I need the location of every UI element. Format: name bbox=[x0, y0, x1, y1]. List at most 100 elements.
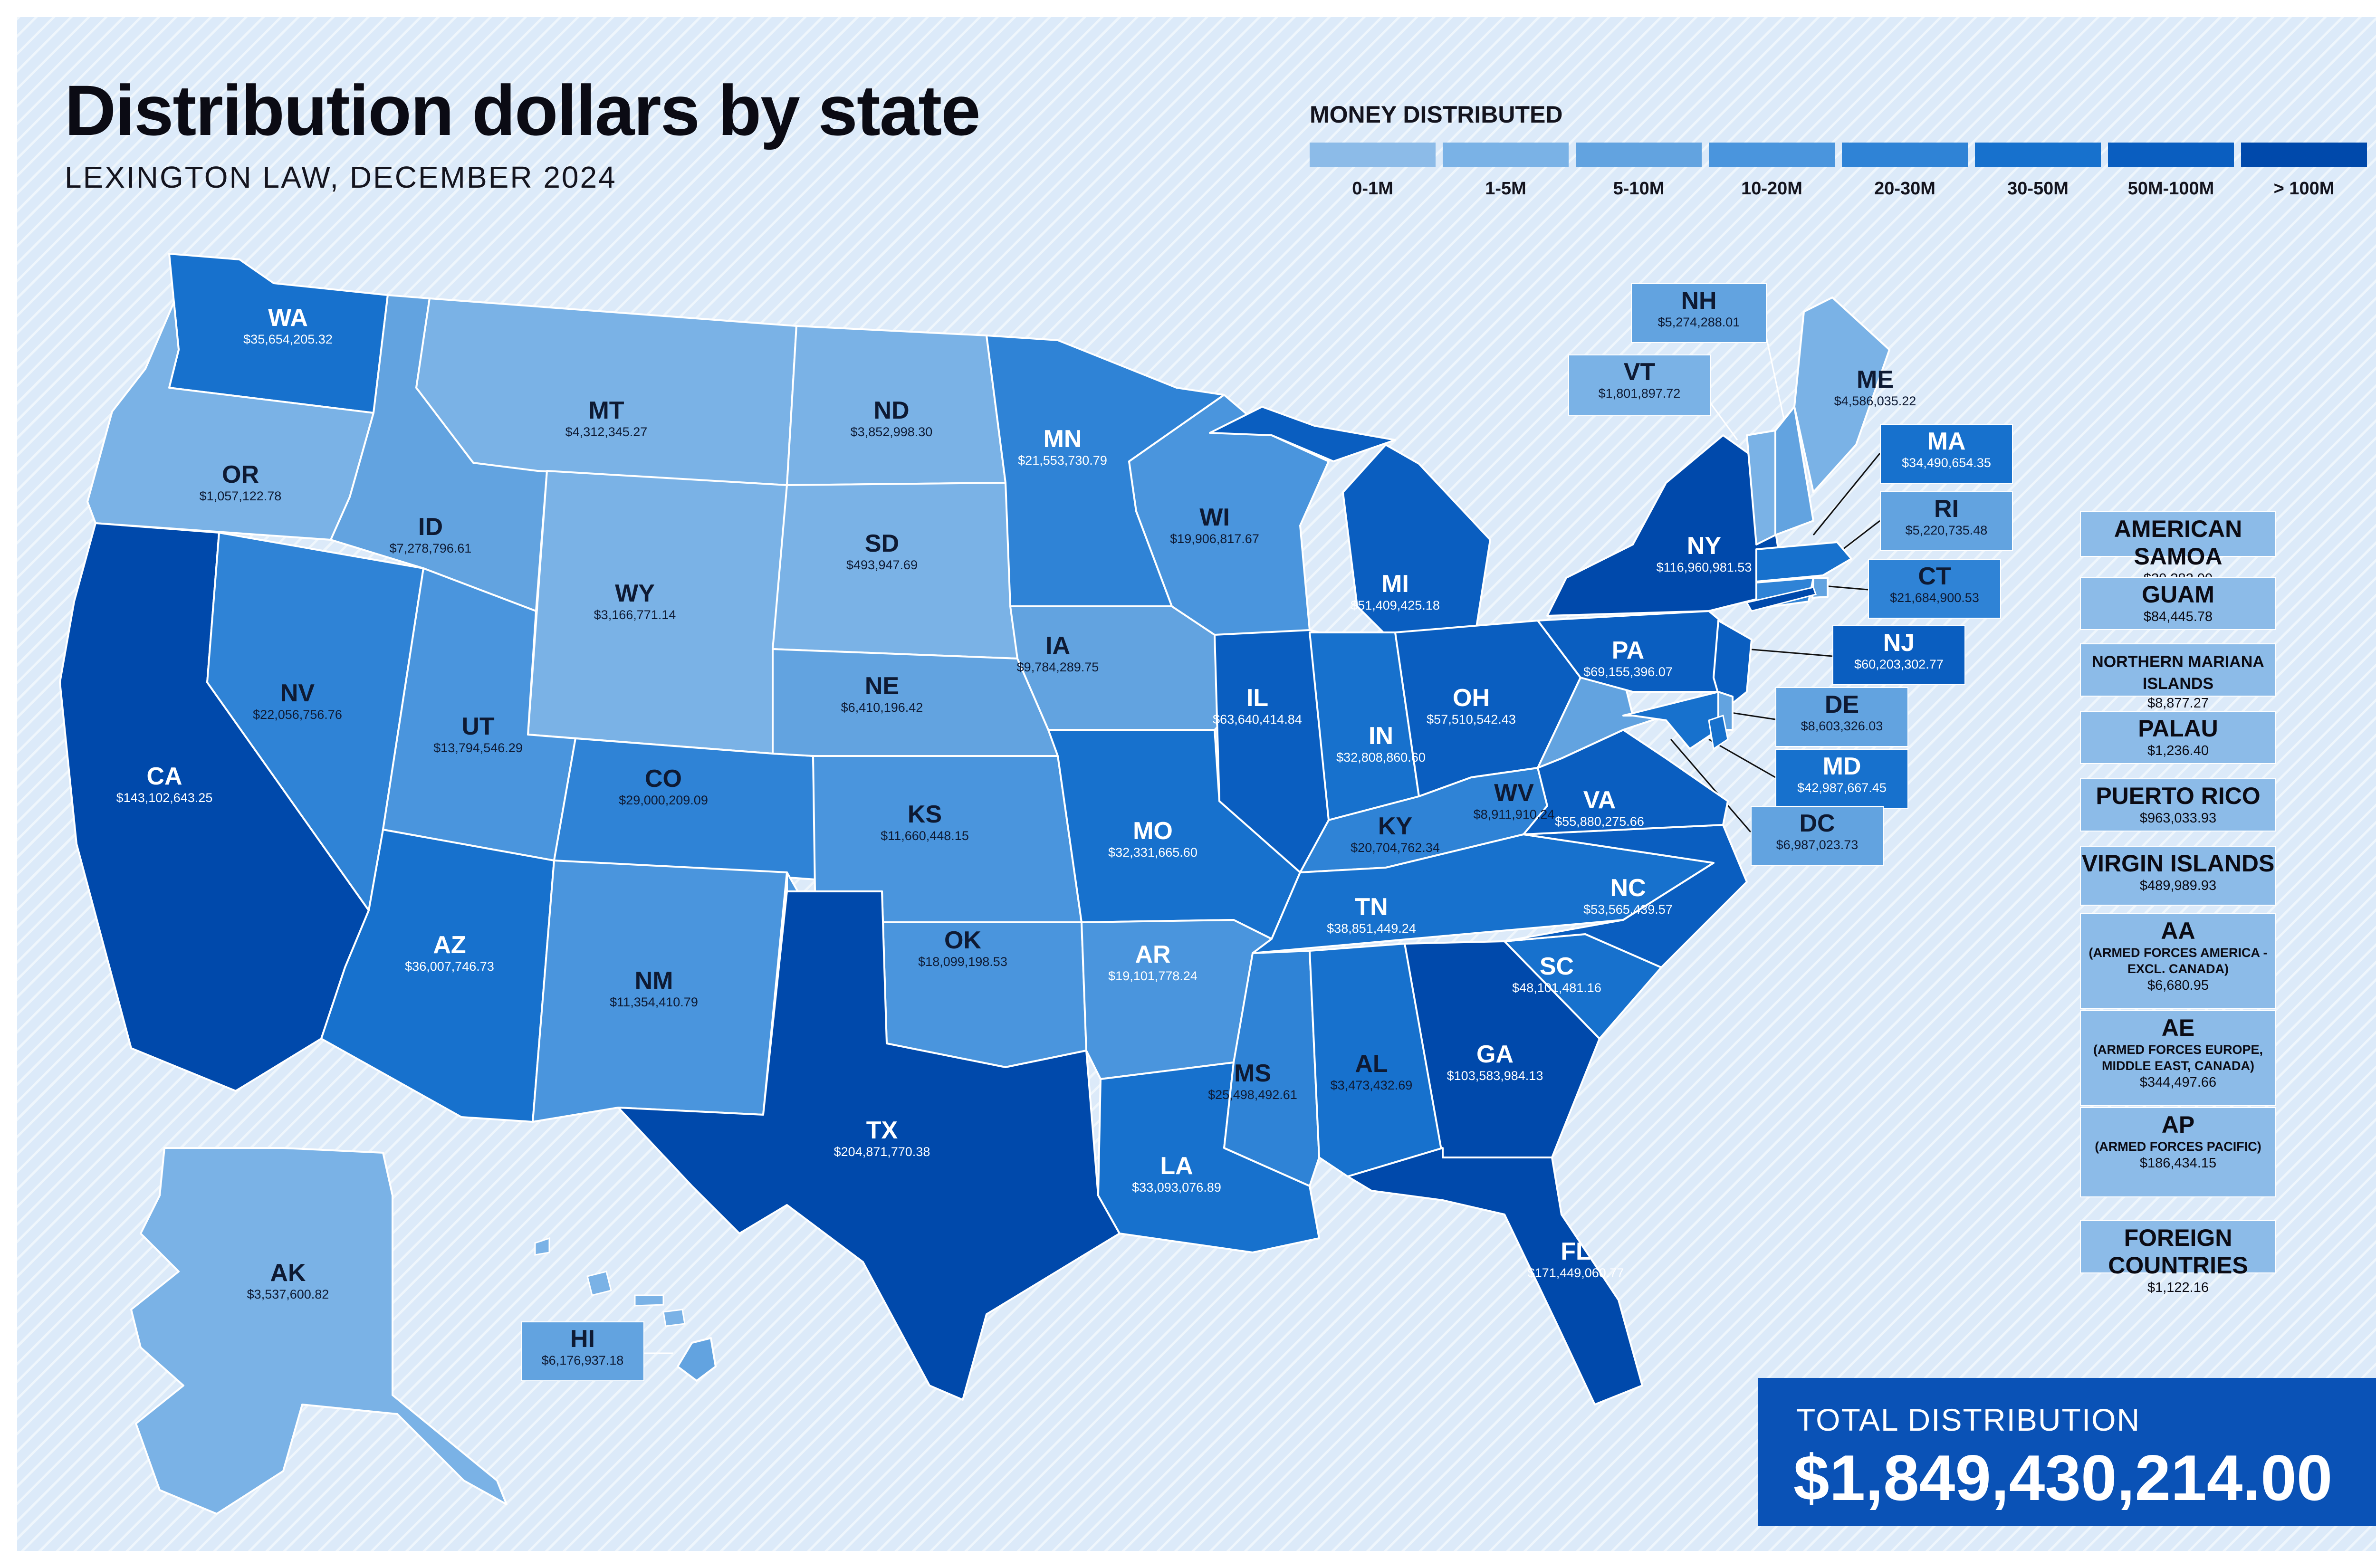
state-label-ma: MA $34,490,654.35 bbox=[1880, 424, 2013, 484]
state-label-co: CO $29,000,209.09 bbox=[583, 754, 744, 825]
state-abbr: NC bbox=[1610, 874, 1646, 902]
state-amount: $29,000,209.09 bbox=[619, 793, 708, 807]
state-abbr: MS bbox=[1234, 1060, 1271, 1087]
state-abbr: AL bbox=[1355, 1050, 1388, 1078]
state-label-fl: FL $171,449,060.77 bbox=[1495, 1226, 1657, 1298]
state-amount: $5,220,735.48 bbox=[1905, 523, 1988, 537]
long-island bbox=[1745, 586, 1817, 612]
state-abbr: ND bbox=[873, 397, 910, 424]
state-amount: $11,660,448.15 bbox=[881, 829, 969, 843]
state-label-wi: WI $19,906,817.67 bbox=[1134, 492, 1295, 564]
state-abbr: MI bbox=[1381, 570, 1409, 598]
territory-amount: $84,445.78 bbox=[2143, 609, 2213, 624]
state-amount: $3,537,600.82 bbox=[247, 1287, 329, 1301]
state-amount: $493,947.69 bbox=[846, 558, 918, 572]
state-label-mi: MI $51,409,425.18 bbox=[1314, 559, 1476, 630]
map-canvas: Distribution dollars by state LEXINGTON … bbox=[17, 17, 2376, 1551]
state-nh bbox=[1774, 406, 1814, 536]
state-abbr: AK bbox=[270, 1259, 306, 1287]
legend-swatch bbox=[1443, 143, 1569, 167]
state-abbr: MA bbox=[1927, 428, 1966, 455]
page-subtitle: LEXINGTON LAW, DECEMBER 2024 bbox=[65, 160, 617, 194]
territory-description: (ARMED FORCES EUROPE, MIDDLE EAST, CANAD… bbox=[2093, 1042, 2263, 1073]
state-abbr: GA bbox=[1476, 1041, 1514, 1068]
territory-amount: $1,122.16 bbox=[2147, 1280, 2209, 1295]
state-label-in: IN $32,808,860.60 bbox=[1300, 711, 1462, 782]
state-amount: $1,801,897.72 bbox=[1598, 386, 1681, 401]
legend-label: > 100M bbox=[2273, 179, 2335, 199]
territory-box: AP (ARMED FORCES PACIFIC) $186,434.15 bbox=[2080, 1107, 2276, 1197]
state-label-ct: CT $21,684,900.53 bbox=[1868, 559, 2001, 619]
territory-box: AE (ARMED FORCES EUROPE, MIDDLE EAST, CAN… bbox=[2080, 1010, 2276, 1106]
state-label-la: LA $33,093,076.89 bbox=[1096, 1141, 1257, 1212]
state-label-ak: AK $3,537,600.82 bbox=[207, 1248, 369, 1319]
territory-amount: $186,434.15 bbox=[2139, 1156, 2217, 1171]
territory-description: (ARMED FORCES PACIFIC) bbox=[2095, 1139, 2261, 1154]
state-abbr: WY bbox=[615, 580, 655, 607]
state-label-ca: CA $143,102,643.25 bbox=[84, 751, 245, 822]
state-amount: $51,409,425.18 bbox=[1351, 598, 1440, 612]
state-amount: $38,851,449.24 bbox=[1327, 921, 1416, 936]
total-distribution-box: TOTAL DISTRIBUTION $1,849,430,214.00 bbox=[1758, 1378, 2376, 1526]
territory-amount: $1,236.40 bbox=[2147, 743, 2209, 758]
hawaii-island-oahu bbox=[586, 1271, 612, 1296]
territory-name: GUAM bbox=[2142, 581, 2214, 608]
state-label-ne: NE $6,410,196.42 bbox=[801, 661, 963, 732]
state-label-id: ID $7,278,796.61 bbox=[350, 502, 511, 573]
state-amount: $42,987,667.45 bbox=[1797, 781, 1887, 795]
state-label-sc: SC $48,101,481.16 bbox=[1476, 941, 1638, 1013]
us-map bbox=[59, 253, 1890, 1515]
state-label-mn: MN $21,553,730.79 bbox=[982, 414, 1143, 485]
state-amount: $11,354,410.79 bbox=[610, 995, 698, 1009]
state-amount: $1,057,122.78 bbox=[199, 489, 282, 503]
state-abbr: IL bbox=[1246, 684, 1269, 712]
state-amount: $34,490,654.35 bbox=[1902, 456, 1991, 470]
md-leader-line bbox=[1708, 738, 1776, 778]
territory-name: NORTHERN MARIANA ISLANDS bbox=[2092, 653, 2264, 693]
state-amount: $8,603,326.03 bbox=[1801, 719, 1883, 733]
legend-label: 10-20M bbox=[1741, 179, 1802, 199]
state-abbr: IA bbox=[1045, 632, 1070, 660]
state-amount: $103,583,984.13 bbox=[1447, 1069, 1543, 1083]
state-label-ut: UT $13,794,546.29 bbox=[397, 701, 559, 773]
legend-swatch bbox=[1576, 143, 1702, 167]
state-amount: $69,155,396.07 bbox=[1583, 665, 1673, 679]
legend-label: 20-30M bbox=[1874, 179, 1935, 199]
state-amount: $55,880,275.66 bbox=[1555, 814, 1644, 829]
state-abbr: CT bbox=[1918, 563, 1951, 590]
state-abbr: CA bbox=[146, 763, 182, 790]
state-amount: $9,784,289.75 bbox=[1016, 660, 1099, 674]
legend-label: 5-10M bbox=[1613, 179, 1665, 199]
state-amount: $22,056,756.76 bbox=[253, 708, 342, 722]
state-label-ms: MS $25,498,492.61 bbox=[1172, 1048, 1333, 1119]
state-amount: $3,852,998.30 bbox=[850, 425, 933, 439]
state-label-il: IL $63,640,414.84 bbox=[1177, 673, 1338, 744]
state-amount: $8,911,910.24 bbox=[1473, 807, 1555, 822]
territory-name: PUERTO RICO bbox=[2096, 783, 2261, 809]
state-abbr: WA bbox=[268, 304, 308, 332]
state-amount: $33,093,076.89 bbox=[1132, 1180, 1221, 1195]
state-abbr: TN bbox=[1355, 893, 1388, 921]
state-label-dc: DC $6,987,023.73 bbox=[1751, 806, 1884, 866]
state-ma bbox=[1755, 541, 1852, 583]
state-abbr: UT bbox=[461, 713, 495, 740]
state-abbr: KY bbox=[1378, 813, 1413, 840]
legend-label: 0-1M bbox=[1352, 179, 1393, 199]
territory-box: NORTHERN MARIANA ISLANDS $8,877.27 bbox=[2080, 643, 2276, 711]
state-nj bbox=[1713, 620, 1753, 712]
state-label-tn: TN $38,851,449.24 bbox=[1291, 882, 1452, 953]
legend-title: MONEY DISTRIBUTED bbox=[1310, 101, 1563, 128]
state-amount: $21,684,900.53 bbox=[1890, 591, 1979, 605]
state-abbr: PA bbox=[1611, 637, 1645, 664]
territory-name: VIRGIN ISLANDS bbox=[2081, 850, 2275, 877]
state-amount: $60,203,302.77 bbox=[1854, 657, 1944, 671]
state-amount: $57,510,542.43 bbox=[1427, 712, 1516, 727]
state-label-nj: NJ $60,203,302.77 bbox=[1832, 625, 1965, 685]
state-abbr: NM bbox=[634, 967, 673, 994]
total-distribution-value: $1,849,430,214.00 bbox=[1793, 1442, 2333, 1514]
hawaii-island-kauai bbox=[534, 1237, 550, 1256]
state-abbr: LA bbox=[1160, 1152, 1193, 1180]
state-abbr: SC bbox=[1539, 953, 1574, 980]
state-abbr: NJ bbox=[1883, 629, 1915, 657]
state-abbr: VT bbox=[1623, 358, 1656, 386]
